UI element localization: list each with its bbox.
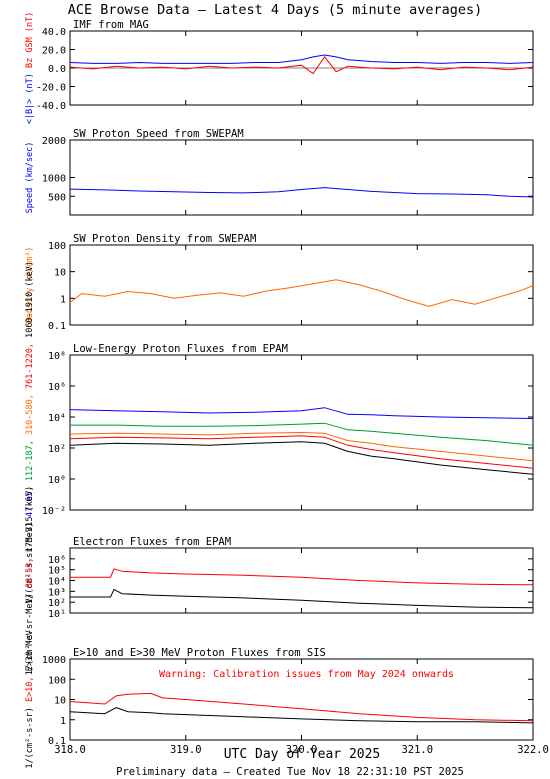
y-axis-label: 1/(cm²-s-sr) E>10, E>30 MeV	[25, 630, 35, 768]
y-label-part: 1060-1910 (keV)	[25, 261, 35, 343]
panels: IMF from MAG 40.0 20.0 0.0 -20.0 -40.0<|B|> (…	[25, 12, 549, 769]
figure-title: ACE Browse Data – Latest 4 Days (5 minut…	[68, 2, 483, 18]
series-line-2	[69, 707, 534, 724]
panel-6: E>10 and E>30 MeV Proton Fluxes from SIS…	[25, 630, 534, 769]
series-line-2	[69, 56, 534, 75]
y-tick-label: 40.0	[42, 27, 66, 38]
y-axis-label: 1/(cm²-s-sr-MeV) 38-53, 175-315 (keV)	[25, 486, 35, 675]
panel-frame	[69, 139, 534, 216]
series-line-1	[70, 568, 534, 586]
series-line-4	[69, 435, 534, 469]
x-tick-label: 322.0	[517, 744, 549, 756]
panel-5: Electron Fluxes from EPAM 10⁶10⁵10⁴10³10²…	[25, 486, 534, 675]
panel-title: SW Proton Speed from SWEPAM	[73, 128, 244, 140]
x-tick-label: 318.0	[54, 744, 86, 756]
y-axis-label: Speed (km/sec)	[25, 142, 35, 214]
y-label-part: 1/(cm²-s-sr-MeV)	[25, 593, 35, 675]
y-tick-label: 100	[48, 675, 66, 686]
panel-3: SW Proton Density from SWEPAM 100 10 1 0.1 De…	[25, 233, 534, 332]
y-tick-label: 20.0	[42, 46, 66, 57]
series-line-1	[69, 407, 534, 419]
x-tick-label: 319.0	[170, 744, 202, 756]
y-axis-label: 1/(cm²-s-sr-MeV) 47-65, 112-187, 310-580…	[25, 261, 35, 604]
y-label-part: 175-315 (keV)	[25, 486, 35, 558]
series-line-1	[69, 54, 534, 64]
y-tick-label: 10⁴	[48, 413, 66, 424]
y-tick-label: 0.1	[48, 321, 66, 332]
panel-4: Low-Energy Proton Fluxes from EPAM 10⁸ 10⁶…	[25, 261, 534, 604]
y-tick-label: 0.0	[48, 64, 66, 75]
y-tick-label: 100	[48, 241, 66, 252]
y-tick-label: 10⁴	[48, 577, 66, 588]
series-line-2	[70, 588, 534, 609]
panel-title: Low-Energy Proton Fluxes from EPAM	[73, 343, 288, 355]
y-tick-label: 1	[60, 294, 66, 305]
y-tick-label: 1	[60, 716, 66, 727]
y-tick-label: 0.1	[48, 736, 66, 747]
y-axis-label: <|B|> (nT) Bz GSM (nT)	[25, 12, 35, 125]
y-label-part: 310-580,	[25, 394, 35, 440]
y-label-part: 47-65,	[25, 486, 35, 522]
y-tick-label: 10²	[48, 598, 66, 609]
series-line-1	[69, 187, 534, 198]
panel-1: IMF from MAG 40.0 20.0 0.0 -20.0 -40.0<|B|> (…	[25, 12, 534, 125]
y-tick-label: 10⁰	[48, 475, 66, 486]
y-label-part: E>30 MeV	[25, 630, 35, 676]
y-tick-label: 10⁶	[48, 555, 66, 566]
y-tick-label: 10¹	[48, 609, 66, 620]
series-line-5	[69, 441, 534, 475]
x-tick-label: 320.0	[286, 744, 318, 756]
y-tick-label: 1000	[42, 655, 66, 666]
panel-title: E>10 and E>30 MeV Proton Fluxes from SIS	[73, 647, 326, 659]
panel-2: SW Proton Speed from SWEPAM 2000 1000 500 Sp…	[25, 128, 534, 216]
y-tick-label: 10⁵	[48, 566, 66, 577]
series-line-1	[69, 692, 534, 722]
y-tick-label: 10⁸	[48, 351, 66, 362]
y-label-part: 38-53,	[25, 557, 35, 593]
y-tick-label: 10	[54, 696, 66, 707]
y-label-part: <|B|> (nT)	[25, 73, 35, 124]
panel-frame	[69, 547, 534, 614]
series-line-2	[70, 422, 534, 446]
y-tick-label: 10³	[48, 587, 66, 598]
calibration-warning: Warning: Calibration issues from May 202…	[159, 669, 454, 680]
y-label-part: Speed (km/sec)	[25, 142, 35, 214]
y-axis-label: Density (#/cm³)	[25, 247, 35, 324]
y-label-part: 112-187,	[25, 440, 35, 486]
panel-title: Electron Fluxes from EPAM	[73, 536, 231, 548]
y-label-part: Bz GSM (nT)	[25, 12, 35, 73]
panel-title: SW Proton Density from SWEPAM	[73, 233, 256, 245]
footer-text: Preliminary data – Created Tue Nov 18 22…	[116, 766, 464, 778]
y-tick-label: 500	[48, 192, 66, 203]
y-tick-label: 10²	[48, 444, 66, 455]
x-tick-label: 321.0	[401, 744, 433, 756]
y-tick-label: -20.0	[36, 83, 66, 94]
series-line-1	[69, 279, 534, 307]
y-label-part: 1/(cm²-s-sr)	[25, 707, 35, 768]
y-tick-label: 10⁶	[48, 382, 66, 393]
y-tick-label: 2000	[42, 136, 66, 147]
x-axis-label: UTC Day of Year 2025	[224, 747, 381, 762]
y-label-part: E>10,	[25, 676, 35, 707]
y-tick-label: 10	[54, 268, 66, 279]
y-label-part: Density (#/cm³)	[25, 247, 35, 324]
panel-frame	[69, 244, 534, 326]
y-tick-label: 10⁻²	[42, 506, 66, 517]
panel-title: IMF from MAG	[73, 19, 149, 31]
y-tick-label: 1000	[42, 174, 66, 185]
series-line-3	[69, 431, 534, 462]
y-label-part: 1/(cm²-s-sr-MeV)	[25, 522, 35, 604]
y-tick-label: -40.0	[36, 101, 66, 112]
y-label-part: 761-1220,	[25, 343, 35, 394]
